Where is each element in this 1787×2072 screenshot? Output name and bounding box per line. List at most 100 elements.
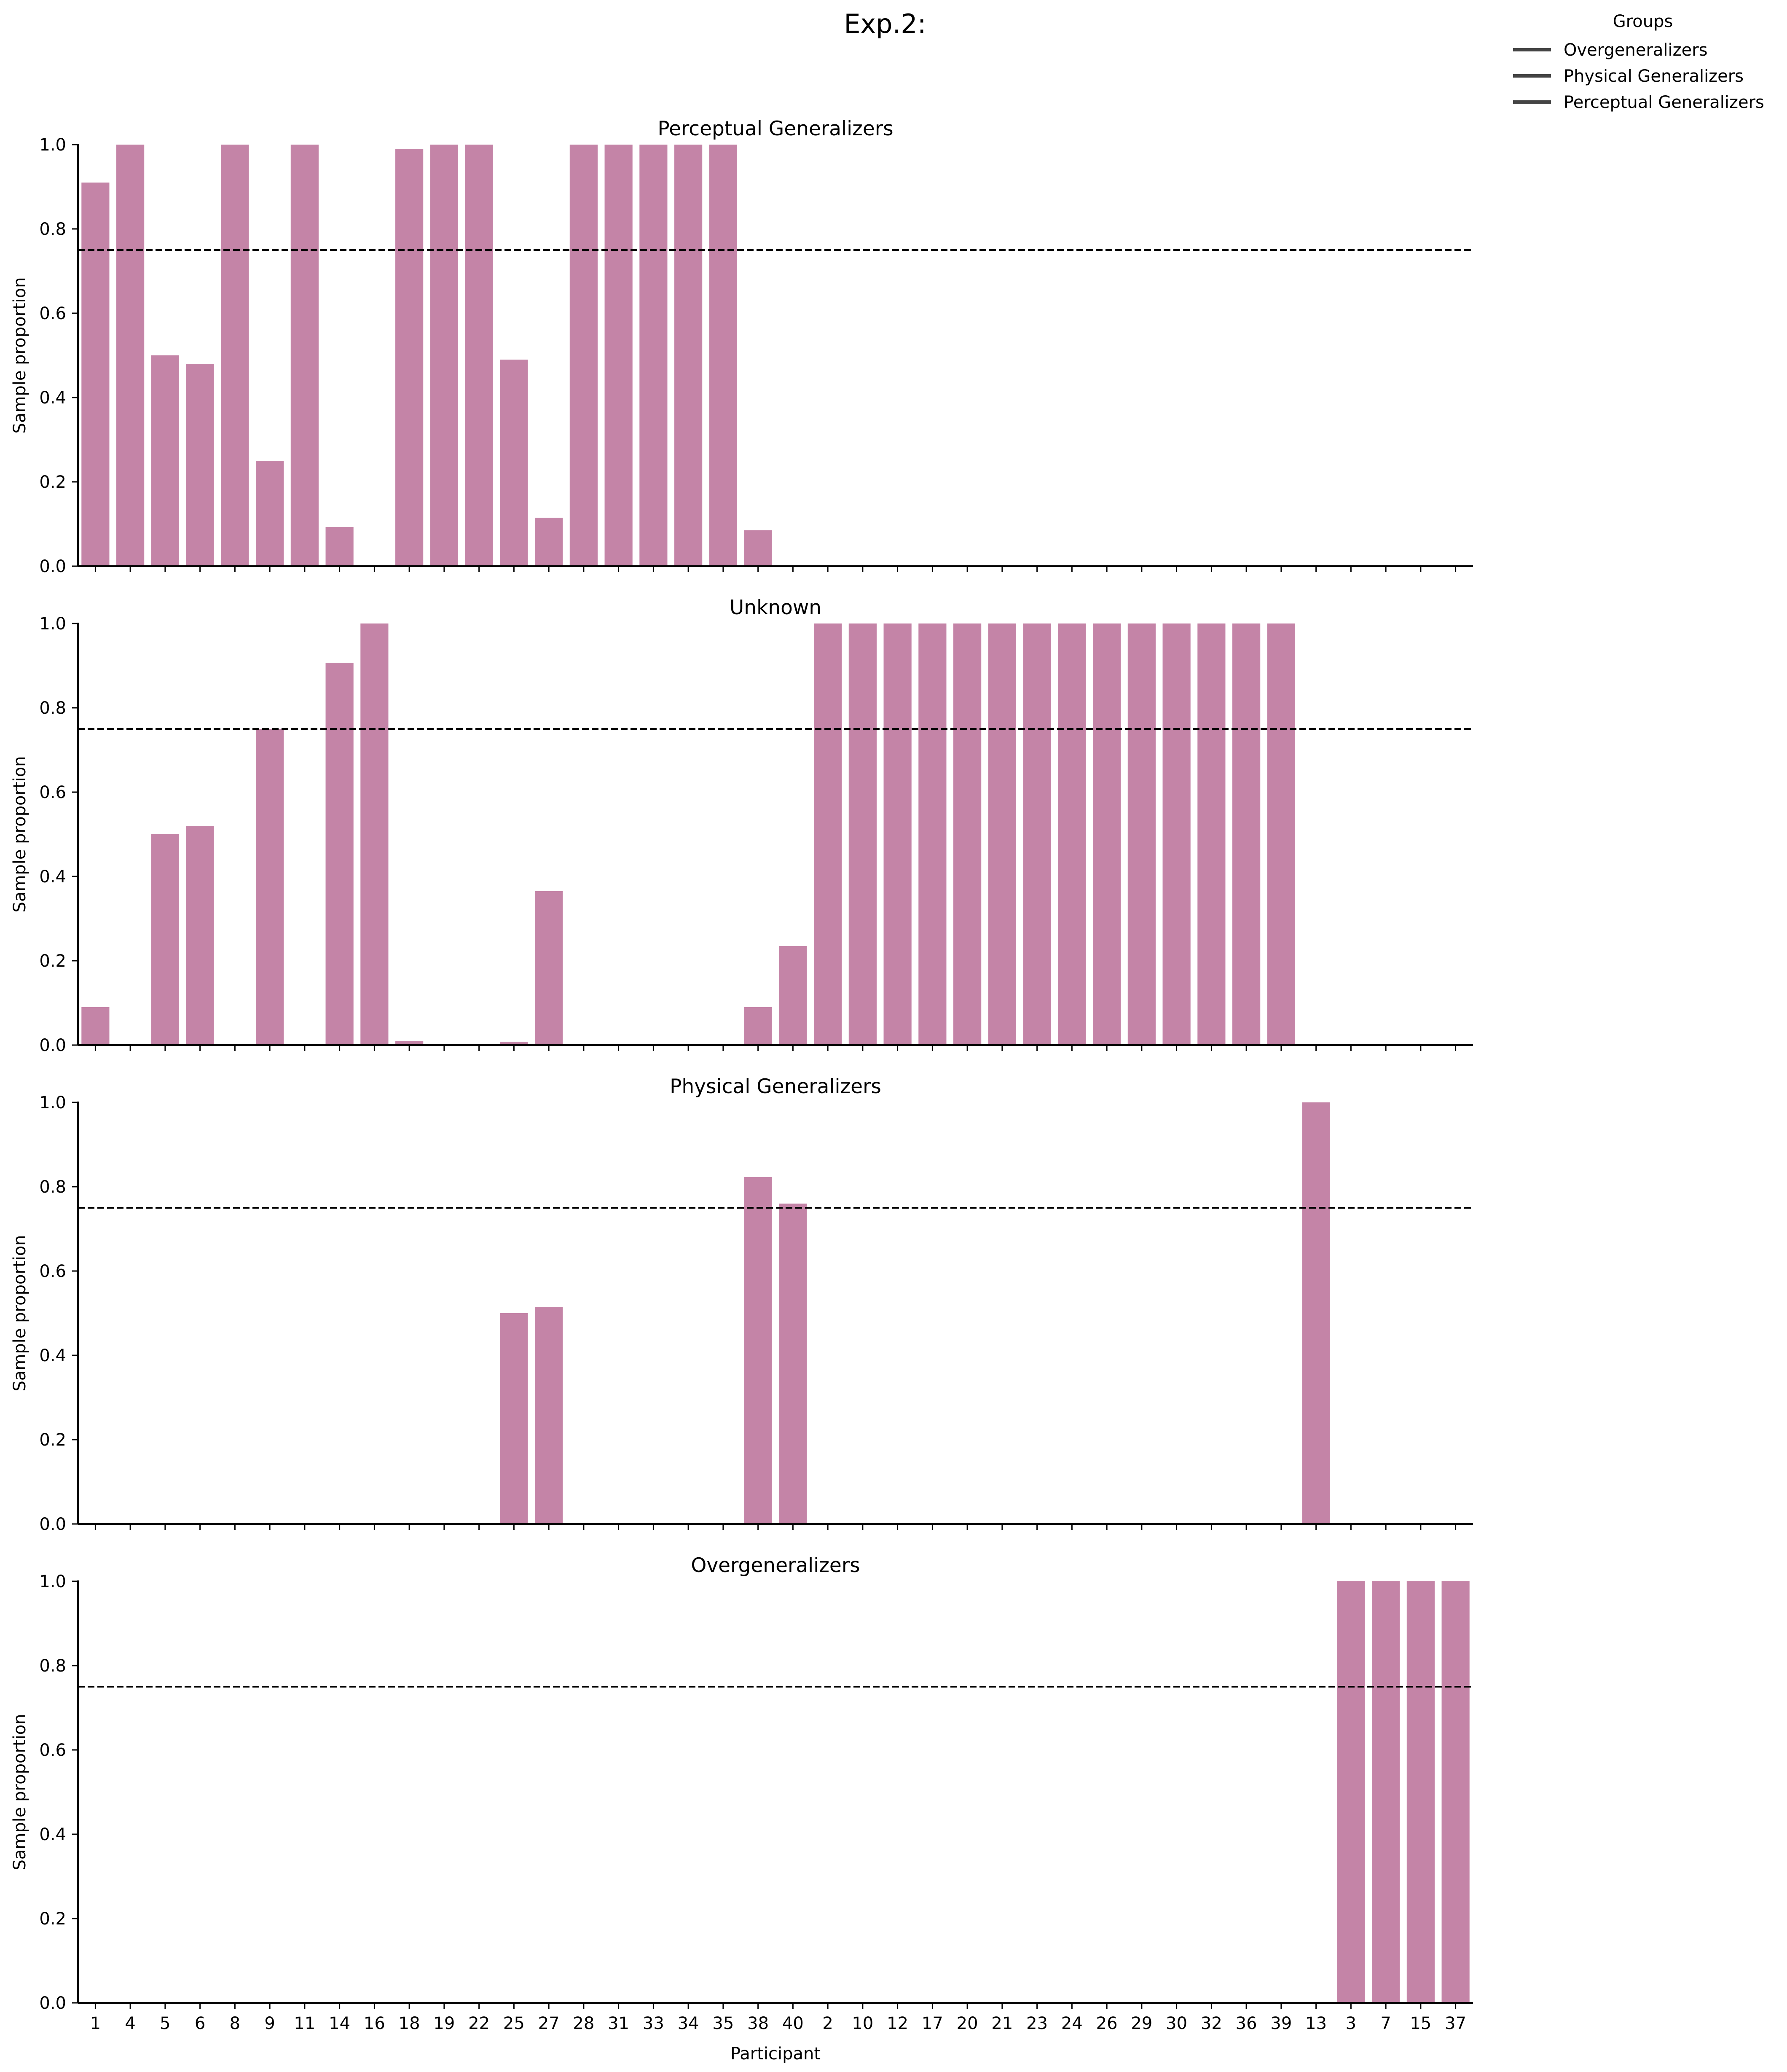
y-tick-label-3-3: 0.6 (39, 1741, 66, 1760)
bar-1-23 (1023, 623, 1051, 1045)
x-tick-label-29: 29 (1131, 2014, 1152, 2033)
x-tick-label-34: 34 (678, 2014, 699, 2033)
x-tick-label-4: 4 (125, 2014, 135, 2033)
x-tick-label-10: 10 (852, 2014, 873, 2033)
y-tick-label-1-2: 0.4 (39, 867, 66, 887)
bar-1-21 (988, 623, 1016, 1045)
bar-0-34 (674, 145, 703, 566)
y-tick-label-2-3: 0.6 (39, 1262, 66, 1281)
x-tick-label-21: 21 (991, 2014, 1013, 2033)
y-tick-label-0-1: 0.2 (39, 473, 66, 492)
bar-1-29 (1127, 623, 1156, 1045)
panel-title-3: Overgeneralizers (691, 1554, 860, 1577)
bar-3-15 (1406, 1581, 1435, 2003)
x-tick-label-20: 20 (957, 2014, 978, 2033)
x-tick-label-36: 36 (1236, 2014, 1257, 2033)
bar-3-7 (1372, 1581, 1400, 2003)
x-axis-label: Participant (730, 2044, 821, 2064)
bar-1-9 (256, 729, 284, 1045)
bar-0-25 (500, 360, 528, 566)
bar-1-30 (1162, 623, 1191, 1045)
bar-0-14 (325, 527, 354, 566)
y-tick-label-0-3: 0.6 (39, 304, 66, 323)
bar-1-24 (1058, 623, 1086, 1045)
y-tick-label-0-5: 1.0 (39, 135, 66, 155)
x-tick-label-25: 25 (503, 2014, 525, 2033)
x-tick-label-11: 11 (294, 2014, 315, 2033)
x-tick-label-31: 31 (608, 2014, 629, 2033)
y-axis-label-0: Sample proportion (10, 277, 30, 433)
bar-0-22 (465, 145, 493, 566)
legend-label-0: Overgeneralizers (1564, 40, 1708, 60)
bar-2-40 (779, 1204, 807, 1524)
x-tick-label-22: 22 (468, 2014, 490, 2033)
bar-1-40 (779, 946, 807, 1045)
y-tick-label-2-1: 0.2 (39, 1430, 66, 1450)
x-tick-label-35: 35 (712, 2014, 734, 2033)
x-tick-label-38: 38 (747, 2014, 769, 2033)
bar-1-12 (883, 623, 912, 1045)
x-tick-label-30: 30 (1166, 2014, 1187, 2033)
panel-1: Unknown 0.0 0.2 0.4 0.6 0.8 1.0 Sample proporti… (10, 596, 1473, 1055)
bar-0-5 (151, 355, 179, 566)
y-tick-label-0-2: 0.4 (39, 388, 66, 408)
bar-0-4 (116, 145, 145, 566)
bar-1-1 (81, 1007, 110, 1045)
y-tick-label-1-5: 1.0 (39, 614, 66, 634)
y-tick-label-1-0: 0.0 (39, 1036, 66, 1055)
bar-1-32 (1197, 623, 1226, 1045)
x-tick-label-6: 6 (195, 2014, 205, 2033)
y-tick-label-3-1: 0.2 (39, 1909, 66, 1929)
x-tick-label-18: 18 (399, 2014, 420, 2033)
x-tick-label-3: 3 (1346, 2014, 1356, 2033)
panel-title-2: Physical Generalizers (670, 1075, 881, 1098)
y-tick-label-2-5: 1.0 (39, 1093, 66, 1113)
legend-title: Groups (1613, 12, 1673, 31)
bar-0-1 (81, 183, 110, 566)
bar-0-19 (430, 145, 458, 566)
x-tick-label-33: 33 (643, 2014, 664, 2033)
bar-0-38 (744, 530, 772, 566)
bar-1-26 (1093, 623, 1121, 1045)
y-tick-label-0-0: 0.0 (39, 557, 66, 576)
y-tick-label-3-0: 0.0 (39, 1994, 66, 2013)
x-tick-label-16: 16 (364, 2014, 385, 2033)
chart-panels: Perceptual Generalizers 0.0 0.2 0.4 0.6 0.8 1.… (10, 117, 1473, 2033)
bar-0-18 (395, 149, 424, 566)
bar-1-39 (1267, 623, 1295, 1045)
x-tick-label-19: 19 (433, 2014, 455, 2033)
bar-0-31 (604, 145, 633, 566)
bar-1-5 (151, 834, 179, 1045)
y-tick-label-1-4: 0.8 (39, 699, 66, 718)
y-tick-label-2-0: 0.0 (39, 1515, 66, 1534)
x-tick-label-27: 27 (538, 2014, 560, 2033)
y-tick-label-3-5: 1.0 (39, 1572, 66, 1591)
bar-0-6 (186, 364, 214, 566)
bar-2-27 (535, 1307, 563, 1524)
x-tick-label-32: 32 (1201, 2014, 1222, 2033)
bar-1-14 (325, 663, 354, 1045)
x-tick-label-8: 8 (230, 2014, 240, 2033)
panel-2: Physical Generalizers 0.0 0.2 0.4 0.6 0.8 1.0 S… (10, 1075, 1473, 1534)
x-tick-label-2: 2 (822, 2014, 833, 2033)
x-tick-label-13: 13 (1305, 2014, 1327, 2033)
legend-entries: Overgeneralizers Physical Generalizers Per… (1513, 40, 1764, 112)
x-tick-label-24: 24 (1061, 2014, 1083, 2033)
bar-0-28 (569, 145, 598, 566)
legend-label-2: Perceptual Generalizers (1564, 93, 1764, 112)
x-tick-label-5: 5 (160, 2014, 170, 2033)
y-axis-label-3: Sample proportion (10, 1714, 30, 1870)
bar-1-20 (953, 623, 982, 1045)
bar-1-18 (395, 1041, 424, 1045)
y-tick-label-1-3: 0.6 (39, 783, 66, 802)
bar-1-2 (814, 623, 842, 1045)
x-tick-label-14: 14 (329, 2014, 350, 2033)
bar-2-38 (744, 1177, 772, 1524)
bar-1-38 (744, 1007, 772, 1045)
panel-0: Perceptual Generalizers 0.0 0.2 0.4 0.6 0.8 1.… (10, 117, 1473, 576)
panel-title-0: Perceptual Generalizers (657, 117, 893, 140)
bar-2-25 (500, 1313, 528, 1524)
x-tick-label-7: 7 (1380, 2014, 1391, 2033)
